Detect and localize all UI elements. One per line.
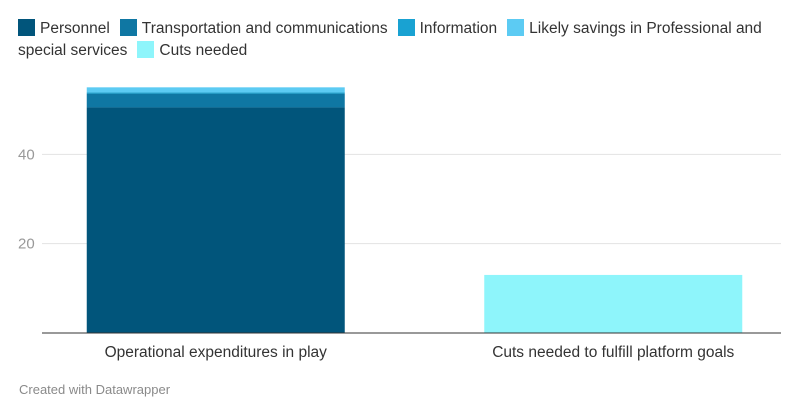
bar-cuts-needed-2 xyxy=(484,274,743,333)
legend-swatch xyxy=(397,19,415,36)
bar-transportation-and-communications-1 xyxy=(86,93,345,108)
x-category-label: Cuts needed to fulfill platform goals xyxy=(492,344,734,361)
chart-legend: Personnel Transportation and communicatio… xyxy=(18,18,788,62)
legend-label: Likely savings in Professional and speci… xyxy=(18,20,762,59)
legend-swatch xyxy=(137,41,155,58)
bar-information-1 xyxy=(86,92,345,94)
legend-label: Cuts needed xyxy=(159,42,248,59)
footer-credit: Created with Datawrapper xyxy=(19,382,171,397)
legend-swatch xyxy=(119,19,137,36)
legend-item-personnel: Personnel xyxy=(18,19,110,37)
y-tick-label: 20 xyxy=(18,236,35,253)
legend-item-cuts-needed: Cuts needed xyxy=(137,41,248,59)
bar-personnel-1 xyxy=(86,107,345,333)
legend-item-information: Information xyxy=(397,19,498,37)
legend-swatch xyxy=(507,19,525,36)
bar-likely-savings-in-professional-and-special-services-1 xyxy=(86,87,345,93)
legend-label: Personnel xyxy=(40,20,110,37)
legend-item-transportation-and-communications: Transportation and communications xyxy=(119,19,388,37)
x-category-label: Operational expenditures in play xyxy=(105,344,328,361)
legend-label: Information xyxy=(419,20,498,37)
legend-label: Transportation and communications xyxy=(141,20,388,37)
y-tick-label: 40 xyxy=(18,146,35,163)
legend-item-likely-savings-in-professional-and-special-services: Likely savings in Professional and speci… xyxy=(18,19,762,59)
legend-swatch xyxy=(18,19,35,36)
